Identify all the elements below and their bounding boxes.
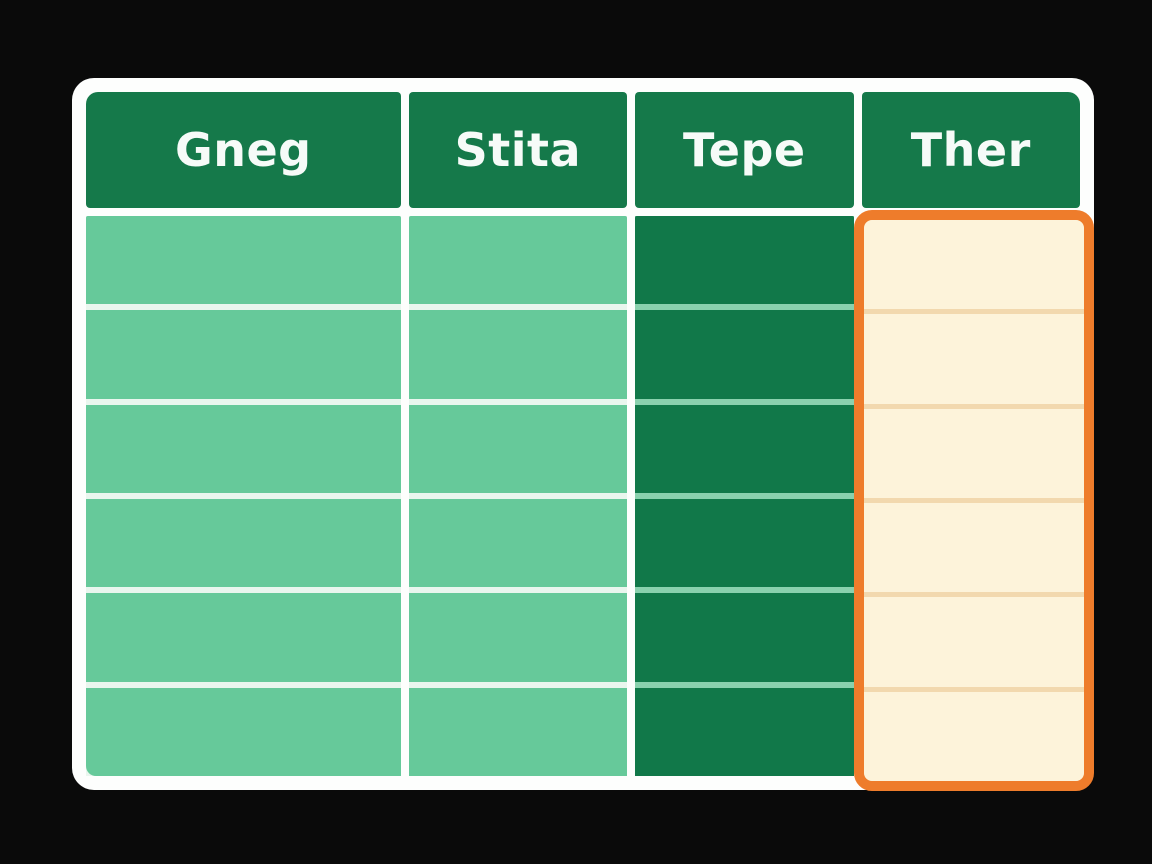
column-header-tepe[interactable]: Tepe xyxy=(635,92,854,208)
data-table: Gneg Stita xyxy=(86,92,1094,791)
table-cell[interactable] xyxy=(863,597,1084,687)
table-cell[interactable] xyxy=(863,408,1084,498)
table-cell[interactable] xyxy=(86,216,401,305)
table-cell[interactable] xyxy=(863,502,1084,593)
table-cell[interactable] xyxy=(635,687,854,776)
table-cell[interactable] xyxy=(408,593,628,682)
table-cell[interactable] xyxy=(86,404,401,493)
table-cell[interactable] xyxy=(86,310,401,399)
table-frame: Gneg Stita xyxy=(72,78,1094,791)
column-gneg: Gneg xyxy=(86,92,401,776)
column-tepe: Tepe xyxy=(635,92,854,776)
table-cell[interactable] xyxy=(408,498,628,588)
table-cell[interactable] xyxy=(863,691,1084,781)
table-cell[interactable] xyxy=(635,310,854,399)
table-cell[interactable] xyxy=(86,687,401,776)
column-header-ther[interactable]: Ther xyxy=(861,92,1080,208)
table-cell[interactable] xyxy=(863,314,1084,404)
column-body-tepe xyxy=(635,216,854,776)
table-cell[interactable] xyxy=(86,593,401,682)
column-header-gneg[interactable]: Gneg xyxy=(86,92,401,208)
table-cell[interactable] xyxy=(408,310,628,399)
table-cell[interactable] xyxy=(635,216,854,305)
table-cell[interactable] xyxy=(635,404,854,493)
column-stita: Stita xyxy=(408,92,628,776)
table-cell[interactable] xyxy=(863,220,1084,310)
column-header-stita[interactable]: Stita xyxy=(408,92,628,208)
column-body-gneg xyxy=(86,216,401,776)
column-body-stita xyxy=(408,216,628,776)
table-cell[interactable] xyxy=(408,216,628,305)
table-cell[interactable] xyxy=(408,687,628,776)
table-cell[interactable] xyxy=(408,404,628,493)
table-cell[interactable] xyxy=(635,593,854,682)
table-cell[interactable] xyxy=(635,498,854,588)
table-cell[interactable] xyxy=(86,498,401,588)
highlighted-column-selection[interactable] xyxy=(853,210,1094,791)
column-ther: Ther xyxy=(853,92,1094,791)
